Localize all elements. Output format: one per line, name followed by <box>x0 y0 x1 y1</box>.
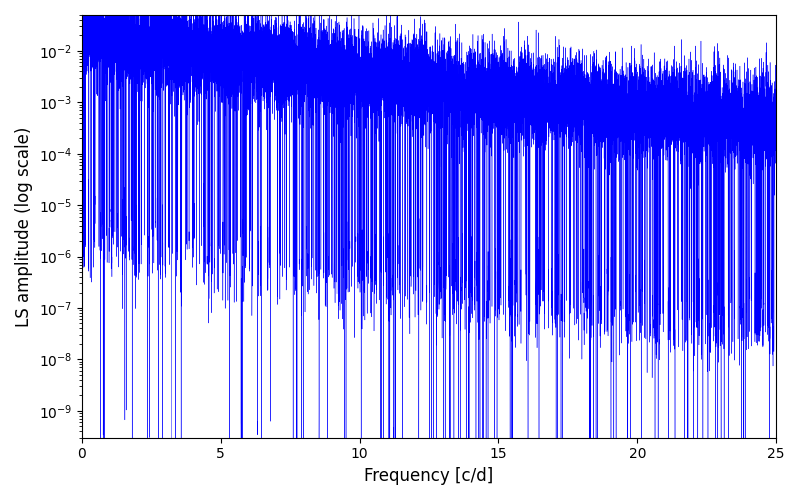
X-axis label: Frequency [c/d]: Frequency [c/d] <box>364 467 494 485</box>
Y-axis label: LS amplitude (log scale): LS amplitude (log scale) <box>15 126 33 326</box>
